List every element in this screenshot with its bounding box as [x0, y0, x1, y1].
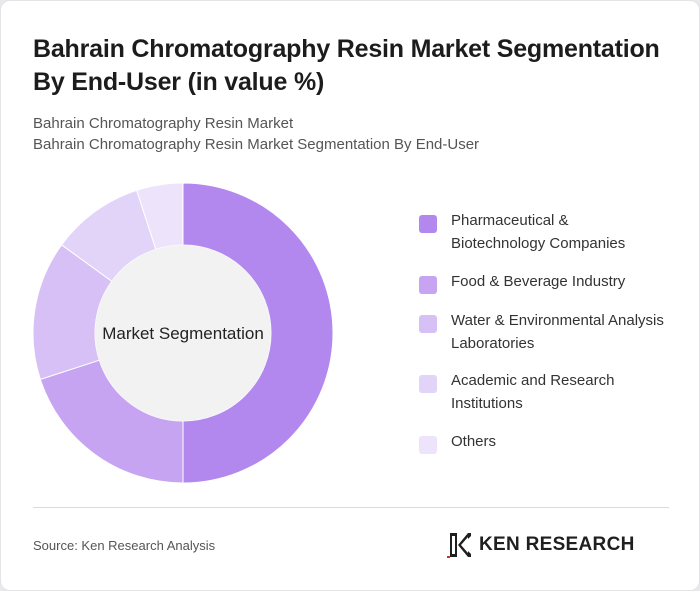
ken-research-logo: KEN RESEARCH — [447, 531, 671, 559]
legend-label-3: Water & Environmental Analysis Laborator… — [451, 312, 664, 352]
legend-label-2: Food & Beverage Industry — [451, 273, 626, 290]
chart-title: Bahrain Chromatography Resin Market Segm… — [33, 35, 660, 96]
legend-swatch-2 — [419, 276, 437, 294]
source-note: Source: Ken Research Analysis — [33, 538, 216, 553]
chart-subtitle-segmentation: Bahrain Chromatography Resin Market Segm… — [33, 136, 480, 153]
donut-center — [95, 245, 271, 421]
chart-subtitle-market: Bahrain Chromatography Resin Market — [33, 115, 294, 132]
ken-research-logo-icon — [447, 533, 471, 558]
legend-swatch-3 — [419, 315, 437, 333]
legend-label-4: Academic and Research Institutions — [451, 372, 615, 412]
legend-swatch-4 — [419, 375, 437, 393]
ken-research-logo-text: KEN RESEARCH — [479, 534, 635, 555]
donut-center-label: Market Segmentation — [102, 324, 264, 343]
legend-label-5: Others — [451, 433, 497, 450]
legend-swatch-5 — [419, 436, 437, 454]
donut-chart: Market Segmentation — [32, 182, 334, 484]
legend-label-1: Pharmaceutical & Biotechnology Companies — [451, 212, 626, 252]
donut-slices — [32, 182, 334, 484]
legend-swatch-1 — [419, 215, 437, 233]
footer-divider — [33, 507, 669, 508]
